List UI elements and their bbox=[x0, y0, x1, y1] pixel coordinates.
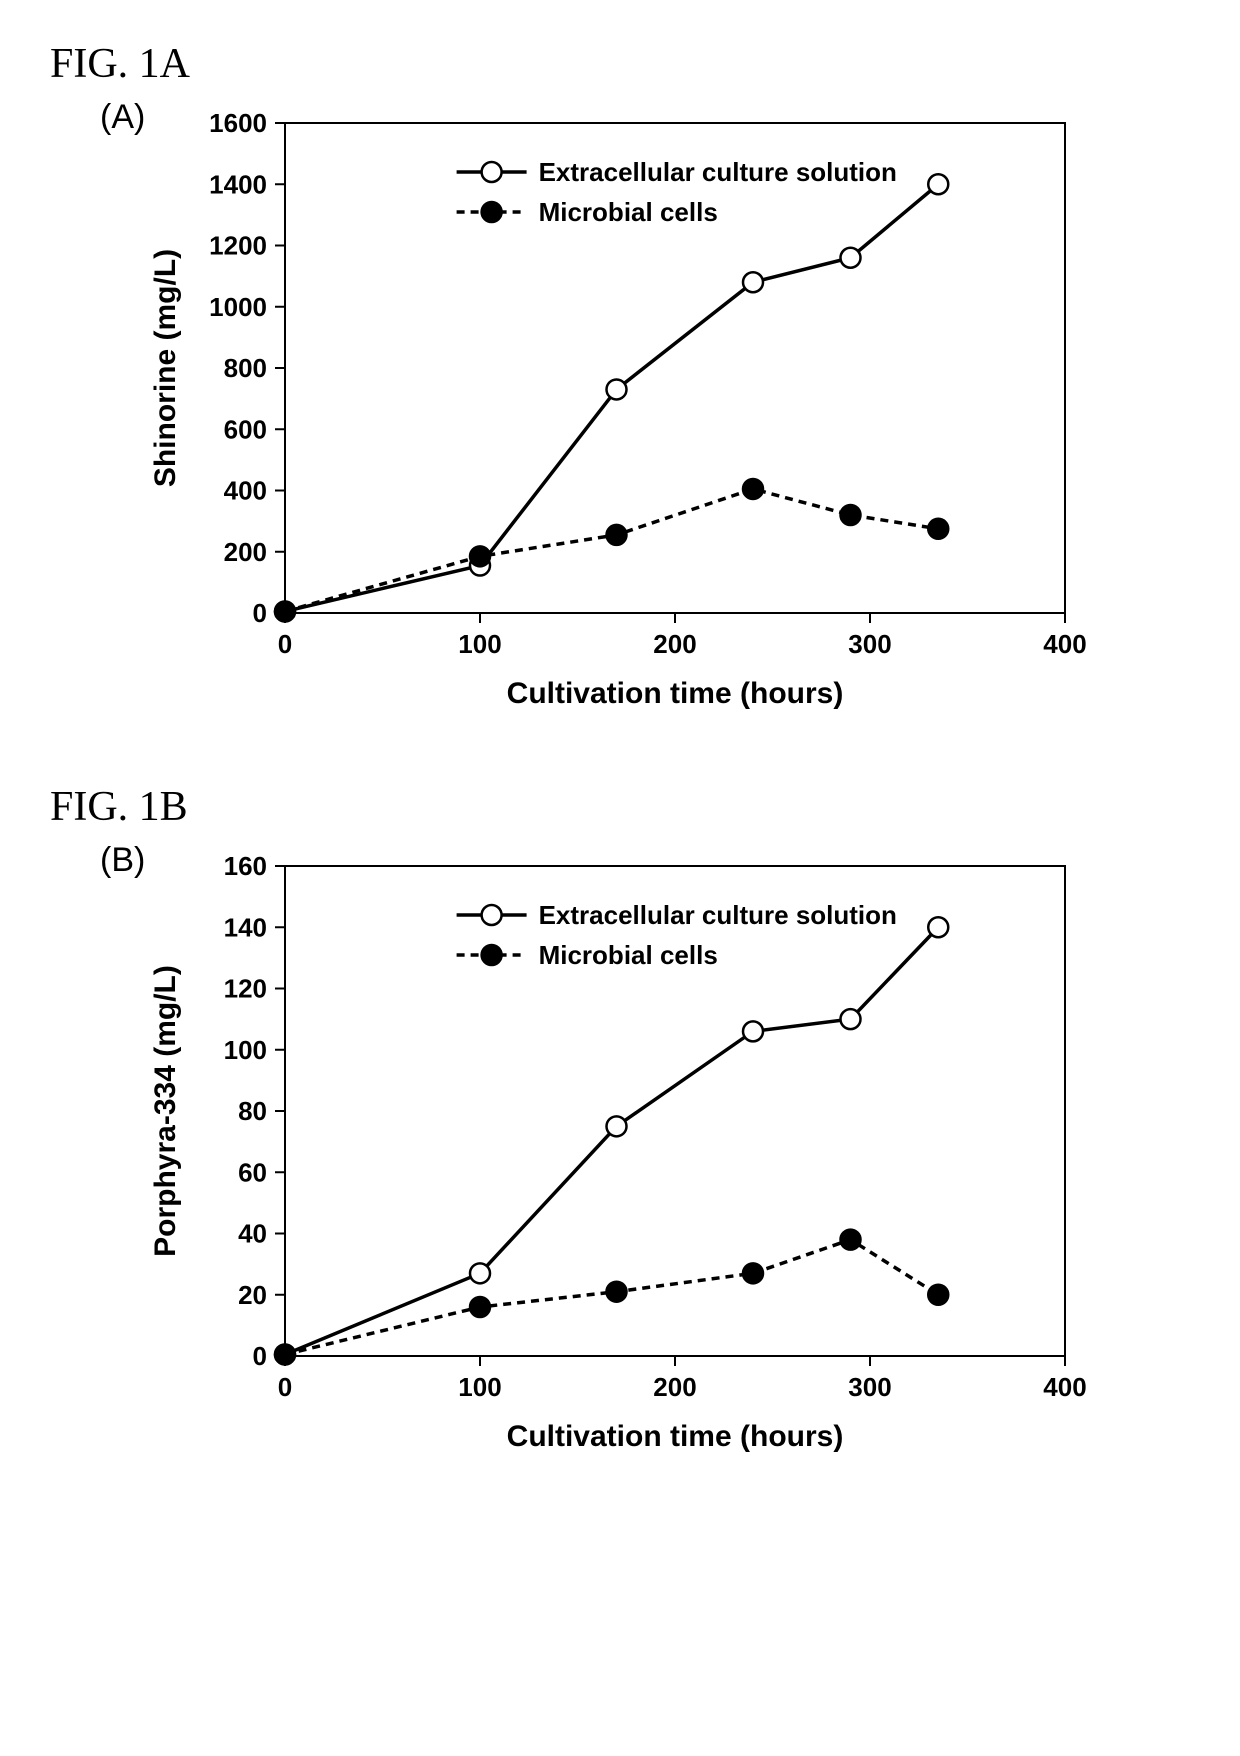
y-tick-label: 80 bbox=[238, 1096, 267, 1126]
legend-marker bbox=[482, 162, 502, 182]
x-tick-label: 200 bbox=[654, 1372, 697, 1402]
y-tick-label: 1200 bbox=[209, 231, 267, 261]
legend-label: Microbial cells bbox=[539, 197, 718, 227]
series-marker bbox=[841, 505, 861, 525]
series-marker bbox=[607, 525, 627, 545]
x-tick-label: 300 bbox=[849, 629, 892, 659]
series-marker bbox=[470, 546, 490, 566]
x-axis-label: Cultivation time (hours) bbox=[507, 677, 844, 710]
chart-row: (A) 0 100 200 300 400 0 200 400 600 800 1000 1200 140… bbox=[30, 93, 1210, 723]
y-tick-label: 400 bbox=[224, 476, 267, 506]
legend-label: Extracellular culture solution bbox=[539, 157, 897, 187]
x-tick-label: 100 bbox=[459, 629, 502, 659]
series-marker bbox=[841, 248, 861, 268]
series-marker bbox=[275, 1344, 295, 1364]
x-axis-label: Cultivation time (hours) bbox=[507, 1420, 844, 1453]
x-tick-label: 0 bbox=[278, 1372, 292, 1402]
y-tick-label: 160 bbox=[224, 851, 267, 881]
y-tick-label: 100 bbox=[224, 1035, 267, 1065]
x-tick-label: 0 bbox=[278, 629, 292, 659]
y-axis-label: Shinorine (mg/L) bbox=[149, 249, 182, 487]
series-marker bbox=[841, 1230, 861, 1250]
line-chart: 0 100 200 300 400 0 200 400 600 800 1000 1200 1400 16… bbox=[145, 93, 1105, 723]
y-tick-label: 600 bbox=[224, 414, 267, 444]
figure-main-label: FIG. 1B bbox=[50, 783, 1210, 831]
x-tick-label: 100 bbox=[459, 1372, 502, 1402]
x-tick-label: 300 bbox=[849, 1372, 892, 1402]
x-tick-label: 400 bbox=[1044, 629, 1087, 659]
series-marker bbox=[275, 601, 295, 621]
series-marker bbox=[929, 1285, 949, 1305]
y-tick-label: 0 bbox=[253, 598, 267, 628]
figure-main-label: FIG. 1A bbox=[50, 40, 1210, 88]
figure-block: FIG. 1A (A) 0 100 200 300 400 0 200 400 600 800 1000… bbox=[30, 40, 1210, 723]
chart-container: 0 100 200 300 400 0 20 40 60 80 100 120 140 160 Cultiv… bbox=[145, 836, 1105, 1466]
x-tick-label: 200 bbox=[654, 629, 697, 659]
x-tick-label: 400 bbox=[1044, 1372, 1087, 1402]
series-marker bbox=[743, 1021, 763, 1041]
y-tick-label: 20 bbox=[238, 1280, 267, 1310]
series-marker bbox=[743, 272, 763, 292]
legend-label: Microbial cells bbox=[539, 940, 718, 970]
series-marker bbox=[470, 1297, 490, 1317]
panel-letter: (A) bbox=[100, 98, 145, 137]
y-tick-label: 1400 bbox=[209, 169, 267, 199]
series-marker bbox=[929, 519, 949, 539]
legend-marker bbox=[482, 202, 502, 222]
y-tick-label: 1600 bbox=[209, 108, 267, 138]
y-tick-label: 200 bbox=[224, 537, 267, 567]
figure-block: FIG. 1B (B) 0 100 200 300 400 0 20 40 60 80 100 120 14… bbox=[30, 783, 1210, 1466]
chart-row: (B) 0 100 200 300 400 0 20 40 60 80 100 120 140 160 Cul… bbox=[30, 836, 1210, 1466]
line-chart: 0 100 200 300 400 0 20 40 60 80 100 120 140 160 Cultiv… bbox=[145, 836, 1105, 1466]
legend-marker bbox=[482, 945, 502, 965]
y-axis-label: Porphyra-334 (mg/L) bbox=[149, 965, 182, 1257]
y-tick-label: 60 bbox=[238, 1157, 267, 1187]
series-marker bbox=[607, 1116, 627, 1136]
series-marker bbox=[929, 174, 949, 194]
y-tick-label: 40 bbox=[238, 1219, 267, 1249]
y-tick-label: 1000 bbox=[209, 292, 267, 322]
series-marker bbox=[470, 1263, 490, 1283]
series-marker bbox=[841, 1009, 861, 1029]
legend-marker bbox=[482, 905, 502, 925]
series-marker bbox=[929, 917, 949, 937]
y-tick-label: 140 bbox=[224, 912, 267, 942]
series-marker bbox=[743, 479, 763, 499]
legend-label: Extracellular culture solution bbox=[539, 900, 897, 930]
y-tick-label: 120 bbox=[224, 974, 267, 1004]
chart-container: 0 100 200 300 400 0 200 400 600 800 1000 1200 1400 16… bbox=[145, 93, 1105, 723]
y-tick-label: 0 bbox=[253, 1341, 267, 1371]
series-marker bbox=[607, 379, 627, 399]
series-marker bbox=[743, 1263, 763, 1283]
series-marker bbox=[607, 1282, 627, 1302]
y-tick-label: 800 bbox=[224, 353, 267, 383]
panel-letter: (B) bbox=[100, 841, 145, 880]
